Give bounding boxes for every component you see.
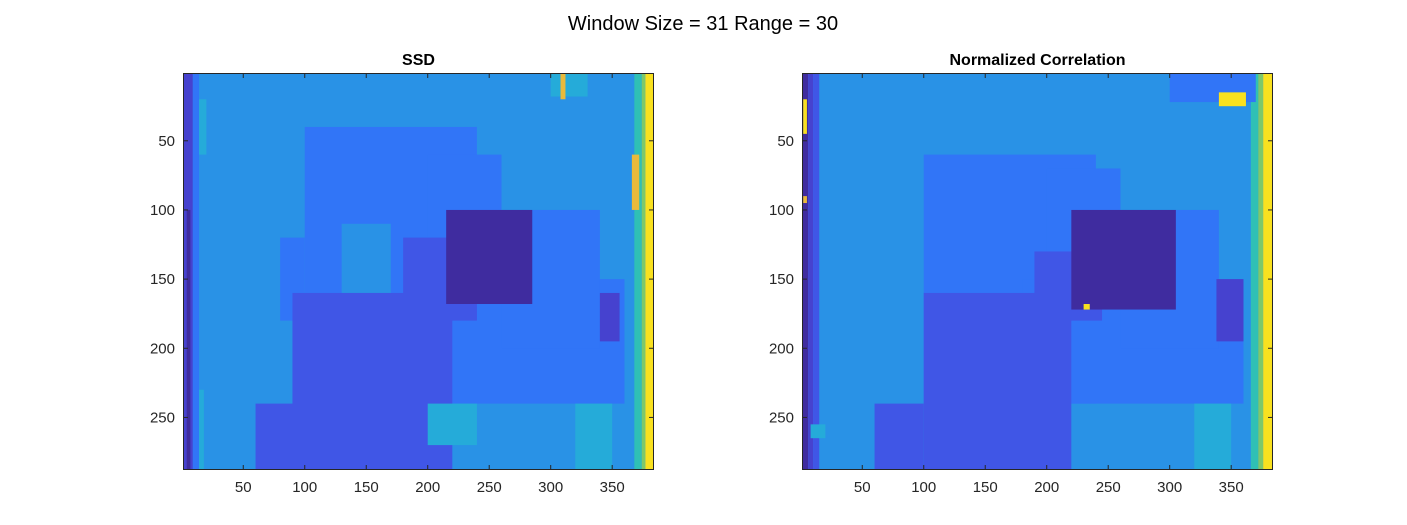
heatmap-region-16 bbox=[874, 403, 924, 470]
x-tick-label: 250 bbox=[477, 479, 502, 496]
y-tick-label: 50 bbox=[158, 133, 175, 150]
heatmap-region-19 bbox=[1216, 279, 1244, 342]
heatmap-region-4 bbox=[803, 196, 807, 204]
x-tick-label: 100 bbox=[911, 479, 936, 496]
x-tick-label: 50 bbox=[854, 479, 871, 496]
x-tick-label: 150 bbox=[354, 479, 379, 496]
heatmap-region-1 bbox=[186, 209, 191, 470]
y-tick-label: 100 bbox=[769, 202, 794, 219]
heatmap-region-8 bbox=[1263, 73, 1273, 470]
heatmap-region-18 bbox=[255, 403, 305, 470]
heatmap-region-6 bbox=[1250, 73, 1259, 470]
heatmap-region-3 bbox=[803, 99, 807, 134]
y-tick-label: 100 bbox=[150, 202, 175, 219]
heatmap-region-2 bbox=[192, 73, 199, 470]
heatmap-plot-area bbox=[183, 73, 654, 470]
x-tick-label: 150 bbox=[973, 479, 998, 496]
heatmap-plot-area bbox=[802, 73, 1273, 470]
heatmap-region-17 bbox=[292, 292, 453, 470]
y-tick-label: 250 bbox=[769, 409, 794, 426]
x-tick-label: 50 bbox=[235, 479, 252, 496]
heatmap-region-4 bbox=[198, 389, 204, 470]
heatmap-region-5 bbox=[810, 424, 826, 439]
heatmap-region-1 bbox=[808, 73, 814, 470]
heatmap-region-10 bbox=[1218, 92, 1246, 107]
heatmap-region-0 bbox=[802, 73, 809, 470]
normalized-correlation-axes: 50 100 150 200 250 300 350 50 100 150 200 250 Normal… bbox=[769, 52, 1273, 496]
x-tick-label: 100 bbox=[292, 479, 317, 496]
x-tick-label: 250 bbox=[1096, 479, 1121, 496]
y-tick-label: 150 bbox=[150, 271, 175, 288]
y-tick-label: 150 bbox=[769, 271, 794, 288]
x-tick-label: 350 bbox=[1219, 479, 1244, 496]
y-tick-label: 200 bbox=[150, 340, 175, 357]
axes-frame bbox=[183, 73, 654, 470]
heatmap-region-20 bbox=[446, 209, 533, 305]
ssd-axes: 50 100 150 200 250 300 350 50 100 150 200 250 SSD bbox=[150, 52, 654, 496]
heatmap-region-3 bbox=[198, 99, 207, 155]
heatmap-region-7 bbox=[645, 73, 654, 470]
heatmap-region-15 bbox=[923, 292, 1072, 470]
heatmap-region-23 bbox=[427, 403, 477, 446]
heatmap-region-20 bbox=[1194, 403, 1232, 470]
heatmap-region-18 bbox=[1071, 209, 1176, 310]
figure-suptitle: Window Size = 31 Range = 30 bbox=[568, 13, 838, 35]
x-tick-label: 300 bbox=[538, 479, 563, 496]
y-tick-label: 250 bbox=[150, 409, 175, 426]
x-tick-label: 200 bbox=[415, 479, 440, 496]
heatmap-region-21 bbox=[599, 292, 620, 342]
heatmap-region-21 bbox=[1083, 304, 1090, 310]
heatmap-region-2 bbox=[813, 73, 820, 470]
axes-title: Normalized Correlation bbox=[949, 52, 1125, 69]
heatmap-region-6 bbox=[641, 73, 646, 470]
x-tick-label: 350 bbox=[600, 479, 625, 496]
y-tick-label: 200 bbox=[769, 340, 794, 357]
heatmap-region-8 bbox=[631, 154, 640, 210]
heatmap-region-7 bbox=[1258, 73, 1264, 470]
heatmap-region-9 bbox=[550, 73, 588, 97]
heatmap-region-22 bbox=[575, 403, 613, 470]
heatmap-region-10 bbox=[560, 73, 566, 100]
x-tick-label: 300 bbox=[1157, 479, 1182, 496]
heatmap-region-5 bbox=[634, 73, 642, 470]
axes-title: SSD bbox=[402, 52, 435, 69]
y-tick-label: 50 bbox=[777, 133, 794, 150]
x-tick-label: 200 bbox=[1034, 479, 1059, 496]
axes-frame bbox=[802, 73, 1273, 470]
